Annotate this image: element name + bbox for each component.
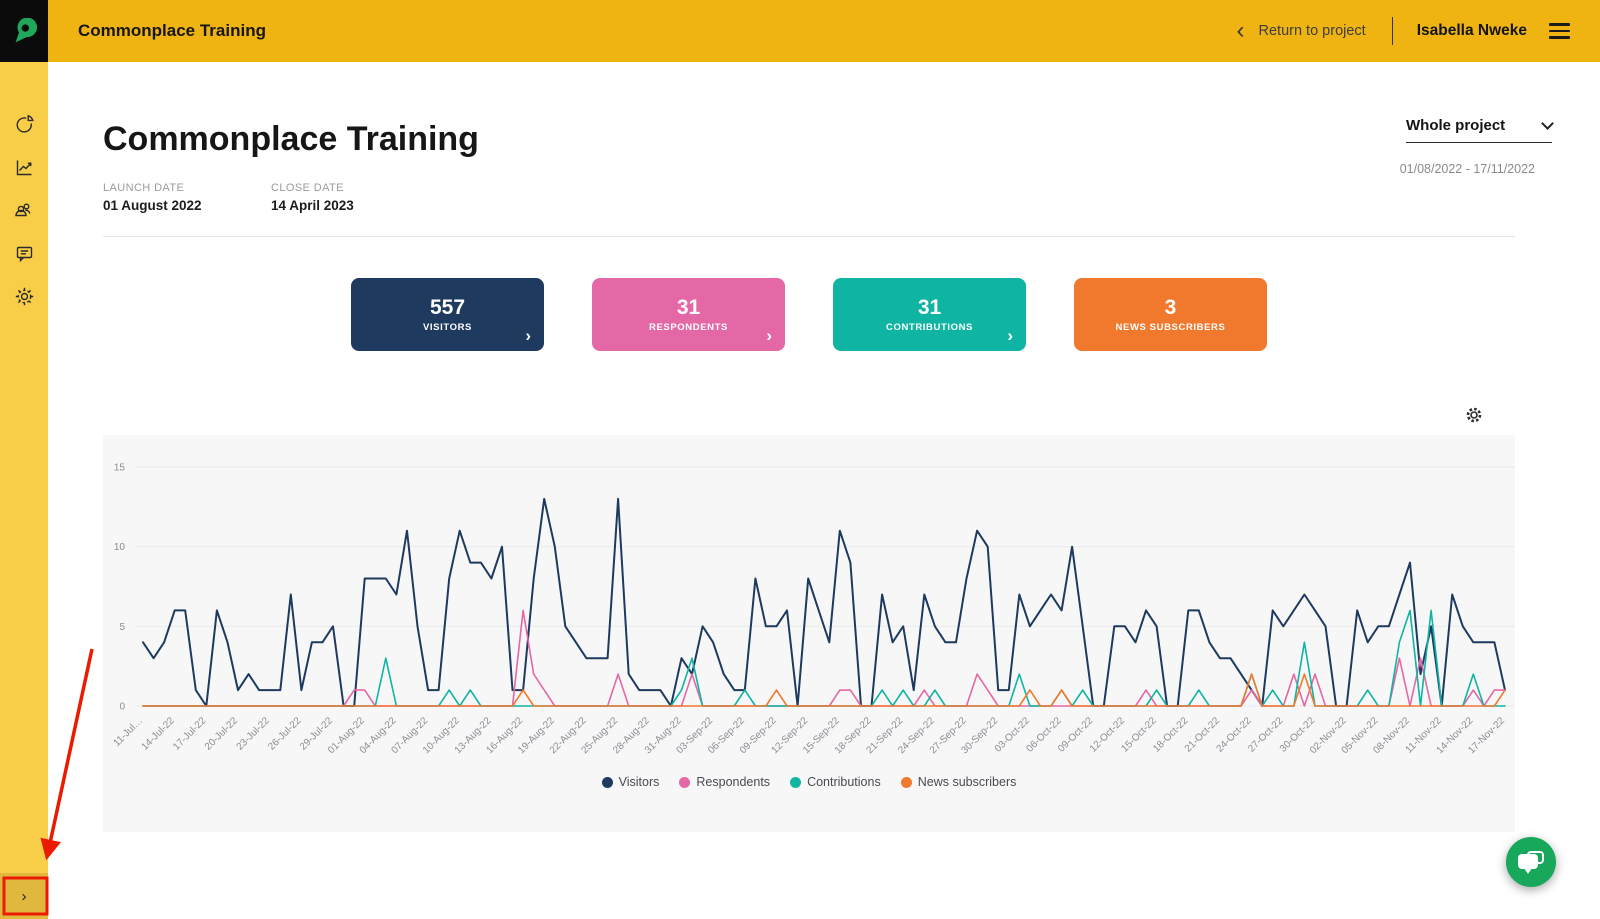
sidebar-item-comments[interactable] [10, 243, 38, 264]
back-chevron-icon[interactable]: ‹ [1236, 17, 1245, 44]
svg-text:5: 5 [119, 622, 125, 633]
visitors-card[interactable]: 557 VISITORS › [351, 278, 544, 351]
close-date-value: 14 April 2023 [271, 198, 354, 213]
close-date-label: CLOSE DATE [271, 182, 344, 194]
respondents-card[interactable]: 31 RESPONDENTS › [592, 278, 785, 351]
svg-text:26-Jul-22: 26-Jul-22 [266, 715, 304, 753]
contributions-card[interactable]: 31 CONTRIBUTIONS › [833, 278, 1026, 351]
contributions-count: 31 [917, 295, 942, 319]
legend-dot-icon [790, 776, 802, 788]
contributions-label: CONTRIBUTIONS [886, 322, 973, 334]
menu-icon[interactable] [1549, 23, 1570, 39]
line-chart-icon [16, 160, 32, 176]
legend-dot-icon [900, 776, 912, 788]
date-range-dropdown[interactable]: Whole project [1406, 117, 1554, 143]
sidebar-item-analytics[interactable] [10, 157, 38, 178]
activity-line-chart: 05101511-Jul…14-Jul-2217-Jul-2220-Jul-22… [112, 463, 1515, 756]
svg-text:20-Jul-22: 20-Jul-22 [203, 715, 241, 753]
visitors-count: 557 [429, 295, 466, 319]
commonplace-logo[interactable] [0, 0, 48, 62]
chevron-down-icon [1541, 117, 1554, 130]
launch-date-value: 01 August 2022 [103, 198, 202, 213]
settings-gear-icon [15, 287, 33, 306]
section-divider [103, 236, 1515, 237]
chart-legend: Visitors Respondents Contributions News sub… [103, 775, 1515, 789]
launch-date-label: LAUNCH DATE [103, 182, 185, 194]
legend-dot-icon [679, 776, 691, 788]
visitors-label: VISITORS [423, 322, 472, 334]
svg-text:23-Jul-22: 23-Jul-22 [235, 715, 273, 753]
sidebar: › [0, 62, 48, 919]
date-range-dropdown-value: Whole project [1406, 117, 1506, 134]
sidebar-item-participants[interactable] [10, 200, 38, 221]
chevron-right-icon: › [766, 326, 772, 345]
launch-date-block: LAUNCH DATE 01 August 2022 [103, 182, 202, 213]
main-content: Commonplace Training LAUNCH DATE 01 Augu… [48, 62, 1600, 919]
news-subscribers-count: 3 [1164, 295, 1177, 319]
legend-item[interactable]: News subscribers [900, 775, 1016, 789]
return-to-project-link[interactable]: Return to project [1258, 23, 1366, 39]
gear-icon [1466, 407, 1482, 423]
chevron-right-icon: › [525, 326, 531, 345]
people-icon [15, 203, 31, 217]
respondents-label: RESPONDENTS [649, 322, 728, 334]
top-bar: Commonplace Training ‹ Return to project… [0, 0, 1600, 62]
news-subscribers-card[interactable]: 3 NEWS SUBSCRIBERS [1074, 278, 1267, 351]
pie-chart-icon [16, 114, 34, 133]
legend-item[interactable]: Visitors [601, 775, 659, 789]
app-title: Commonplace Training [78, 21, 266, 40]
svg-text:15: 15 [114, 463, 126, 474]
svg-text:0: 0 [119, 702, 125, 713]
chart-settings-button[interactable] [1464, 405, 1484, 425]
chevron-right-icon: › [1007, 326, 1013, 345]
svg-text:17-Jul-22: 17-Jul-22 [171, 715, 209, 753]
svg-text:10: 10 [114, 542, 126, 553]
legend-item[interactable]: Contributions [790, 775, 881, 789]
comments-icon [16, 246, 32, 263]
page-title: Commonplace Training [103, 120, 479, 158]
stat-cards-row: 557 VISITORS › 31 RESPONDENTS › 31 CONTR… [103, 278, 1515, 351]
sidebar-expand-button[interactable]: › [0, 873, 48, 919]
sidebar-item-dashboard[interactable] [10, 114, 38, 135]
news-subscribers-label: NEWS SUBSCRIBERS [1115, 322, 1226, 334]
activity-chart-panel: 0 5 10 15 11-Jul… 14-Jul-22 17-Jul-22 20-Jul-22… [103, 435, 1515, 832]
chevron-right-icon: › [21, 887, 27, 905]
close-date-block: CLOSE DATE 14 April 2023 [271, 182, 354, 213]
respondents-count: 31 [676, 295, 701, 319]
legend-item[interactable]: Respondents [679, 775, 770, 789]
svg-text:14-Jul-22: 14-Jul-22 [140, 715, 178, 753]
legend-dot-icon [601, 776, 613, 788]
user-name: Isabella Nweke [1416, 22, 1527, 39]
date-range-text: 01/08/2022 - 17/11/2022 [1399, 162, 1535, 176]
chat-bubbles-icon [1518, 850, 1544, 874]
chat-widget-button[interactable] [1506, 837, 1556, 887]
map-pin-icon [15, 18, 37, 43]
sidebar-item-settings[interactable] [10, 286, 38, 307]
header-divider [1391, 17, 1393, 45]
